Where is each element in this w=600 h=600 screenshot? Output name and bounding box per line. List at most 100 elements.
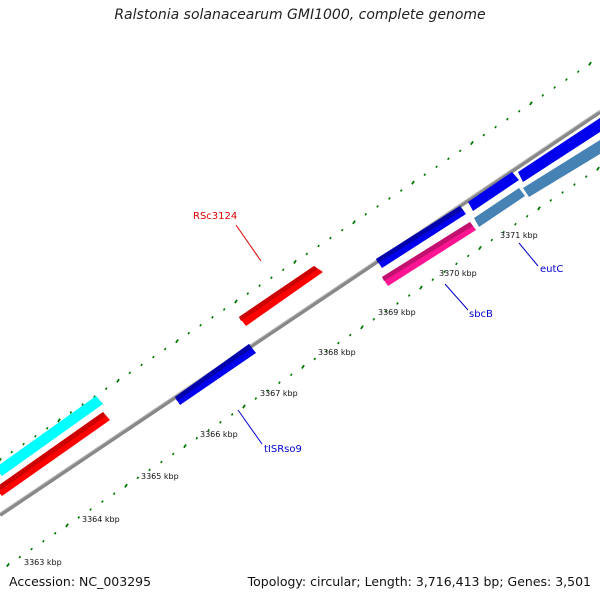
gene-label-sbcb[interactable]: sbcB	[469, 309, 493, 320]
gene-cyan[interactable]	[0, 396, 103, 476]
major-tick	[6, 562, 10, 568]
gene-label-rsc3124[interactable]: RSc3124	[193, 211, 237, 222]
minor-tick	[494, 125, 497, 129]
minor-tick	[254, 397, 258, 400]
minor-tick	[30, 547, 33, 551]
gene-eutc[interactable]	[474, 188, 525, 227]
minor-tick	[289, 373, 293, 377]
minor-tick	[89, 508, 92, 511]
gene-blue-right-2[interactable]	[518, 118, 600, 182]
minor-tick	[376, 204, 379, 208]
upper-tick-row	[0, 61, 592, 462]
minor-tick	[490, 238, 494, 242]
gene-sbcb-shade	[382, 222, 473, 281]
lower-tick-row	[6, 166, 600, 568]
minor-tick	[423, 173, 427, 177]
tick-label: 3371 kbp	[500, 231, 538, 240]
major-tick	[419, 285, 423, 290]
major-tick	[242, 404, 246, 409]
minor-tick	[565, 78, 568, 81]
minor-tick	[305, 252, 309, 256]
minor-tick	[270, 276, 273, 280]
sbcb-callout	[444, 283, 469, 311]
tick-label: 3367 kbp	[260, 389, 298, 398]
gene-rsc3124-shade	[239, 266, 318, 321]
minor-tick	[348, 333, 352, 337]
minor-tick	[171, 452, 175, 456]
genome-backbone-highlight	[0, 109, 600, 514]
minor-tick	[541, 94, 545, 97]
major-tick	[57, 418, 61, 423]
genome-backbone	[0, 110, 600, 517]
gene-features	[0, 118, 600, 496]
minor-tick	[458, 149, 462, 153]
gene-rsc3124[interactable]	[239, 266, 323, 326]
major-tick	[0, 457, 2, 462]
minor-tick	[266, 389, 269, 393]
major-tick	[183, 444, 187, 449]
minor-tick	[561, 191, 564, 194]
minor-tick	[384, 309, 387, 313]
minor-tick	[278, 381, 281, 385]
minor-tick	[573, 183, 576, 186]
major-tick	[293, 259, 297, 264]
major-tick	[478, 245, 482, 251]
minor-tick	[160, 460, 163, 464]
minor-tick	[53, 531, 57, 535]
minor-tick	[281, 268, 285, 272]
minor-tick	[222, 308, 226, 311]
minor-tick	[101, 500, 104, 503]
tick-labels: 3363 kbp 3364 kbp 3365 kbp 3366 kbp 3367…	[24, 231, 538, 567]
minor-tick	[329, 236, 332, 240]
genome-summary: Topology: circular; Length: 3,716,413 bp…	[247, 574, 591, 589]
minor-tick	[482, 133, 486, 137]
gene-steelblue-right[interactable]	[523, 140, 600, 197]
minor-tick	[340, 228, 344, 232]
major-tick	[234, 299, 238, 304]
minor-tick	[69, 411, 73, 414]
minor-tick	[112, 492, 116, 496]
major-tick	[411, 180, 415, 185]
minor-tick	[246, 292, 250, 295]
minor-tick	[396, 302, 399, 305]
minor-tick	[553, 86, 556, 89]
gene-labels: RSc3124 tISRso9 sbcB eutC	[193, 211, 563, 455]
map-title: Ralstonia solanacearum GMI1000, complete…	[114, 7, 486, 23]
major-tick	[596, 166, 600, 171]
gene-label-tisrso9[interactable]: tISRso9	[264, 444, 302, 455]
gene-label-eutc[interactable]: eutC	[540, 264, 563, 275]
minor-tick	[313, 357, 317, 361]
minor-tick	[45, 426, 49, 430]
minor-tick	[219, 420, 222, 424]
minor-tick	[435, 165, 438, 169]
gene-tisrso9-shade	[175, 344, 252, 401]
minor-tick	[93, 395, 96, 398]
major-tick	[124, 483, 128, 488]
minor-tick	[364, 212, 368, 216]
minor-tick	[372, 317, 376, 321]
minor-tick	[466, 254, 470, 258]
gene-red-left-shade	[0, 412, 106, 491]
major-tick	[588, 61, 592, 66]
minor-tick	[388, 197, 391, 200]
minor-tick	[140, 363, 143, 367]
gene-blue-right-1[interactable]	[468, 172, 519, 211]
major-tick	[470, 140, 474, 146]
minor-tick	[517, 109, 521, 113]
gene-blue-mid-shade	[376, 206, 463, 263]
minor-tick	[207, 428, 210, 432]
minor-tick	[431, 278, 435, 282]
minor-tick	[211, 315, 214, 319]
gene-red-left[interactable]	[0, 412, 110, 496]
minor-tick	[502, 230, 505, 234]
minor-tick	[34, 434, 37, 438]
tick-label: 3365 kbp	[141, 472, 179, 481]
minor-tick	[584, 175, 588, 179]
major-tick	[537, 206, 541, 211]
minor-tick	[506, 117, 509, 121]
major-tick	[175, 339, 179, 344]
minor-tick	[525, 214, 529, 218]
minor-tick	[22, 442, 25, 446]
tick-label: 3368 kbp	[318, 348, 356, 357]
minor-tick	[576, 70, 580, 74]
